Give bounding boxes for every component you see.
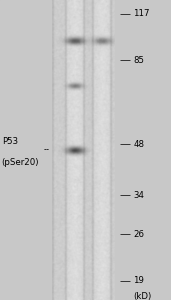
Text: 117: 117 [133, 9, 150, 18]
Text: P53: P53 [2, 136, 18, 146]
Bar [115, 0, 171, 300]
Text: 48: 48 [133, 140, 144, 149]
Text: 34: 34 [133, 190, 144, 200]
Text: 26: 26 [133, 230, 144, 239]
Text: --: -- [44, 146, 50, 154]
Text: 85: 85 [133, 56, 144, 65]
Bar [0, 0, 51, 300]
Text: (kD): (kD) [133, 292, 152, 300]
Text: (pSer20): (pSer20) [2, 158, 39, 167]
Text: 19: 19 [133, 276, 144, 285]
